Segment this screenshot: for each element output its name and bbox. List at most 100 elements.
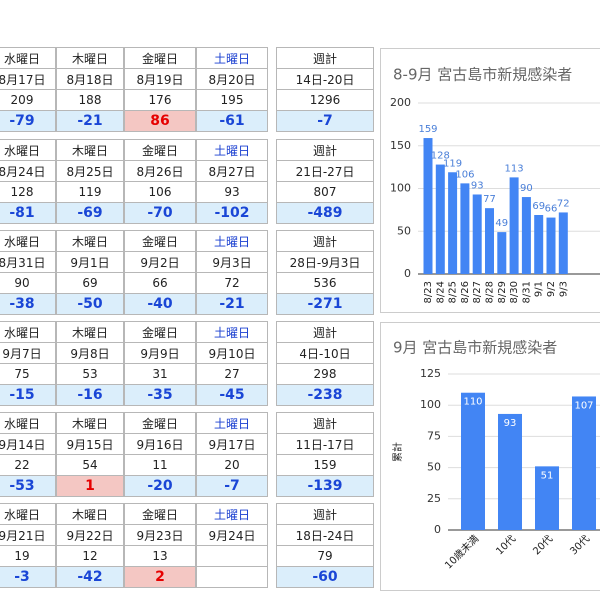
day-header: 金曜日 (124, 503, 196, 525)
diff-cell: -21 (56, 110, 124, 132)
value-label: 128 (431, 151, 450, 162)
date-cell: 8月17日 (0, 68, 56, 90)
diff-cell: 86 (124, 110, 196, 132)
diff-cell: -3 (0, 566, 56, 588)
count-cell: 54 (56, 454, 124, 476)
chart: 8-9月 宮古島市新規感染者 0 50 100 150 200 159 8/23 128 8/24… (390, 66, 600, 303)
day-header: 金曜日 (124, 412, 196, 434)
x-tick-label: 8/25 (448, 281, 459, 303)
diff-cell: -21 (196, 293, 268, 315)
chart-panel (380, 322, 600, 591)
diff-cell: -40 (124, 293, 196, 315)
x-tick-label: 8/31 (521, 281, 532, 303)
x-tick-label: 8/29 (497, 281, 508, 303)
week-diff: -139 (276, 475, 374, 497)
diff-cell: 1 (56, 475, 124, 497)
date-cell: 9月9日 (124, 342, 196, 364)
diff-cell: -15 (0, 384, 56, 406)
bar (435, 164, 445, 274)
bar (423, 138, 433, 274)
value-label: 119 (443, 158, 462, 169)
date-cell: 9月21日 (0, 524, 56, 546)
value-label: 107 (574, 400, 593, 411)
value-label: 49 (495, 218, 508, 229)
diff-cell (196, 566, 268, 588)
chart-title: 9月 宮古島市新規感染者 (393, 339, 557, 357)
value-label: 93 (504, 418, 517, 429)
diff-cell: -50 (56, 293, 124, 315)
date-cell: 9月7日 (0, 342, 56, 364)
day-header: 金曜日 (124, 47, 196, 69)
bar (558, 212, 568, 274)
date-cell: 8月26日 (124, 160, 196, 182)
x-tick-label: 8/26 (460, 281, 471, 303)
value-label: 51 (541, 470, 554, 481)
value-label: 93 (471, 180, 484, 191)
week-diff: -238 (276, 384, 374, 406)
x-tick-label: 8/28 (485, 281, 496, 303)
diff-cell: -38 (0, 293, 56, 315)
week-range: 21日-27日 (276, 160, 374, 182)
week-diff: -7 (276, 110, 374, 132)
day-header: 土曜日 (196, 230, 268, 252)
day-header: 土曜日 (196, 412, 268, 434)
diff-cell: 2 (124, 566, 196, 588)
week-total: 1296 (276, 89, 374, 111)
date-cell: 9月10日 (196, 342, 268, 364)
x-tick-label: 9/2 (546, 281, 557, 297)
count-cell: 53 (56, 363, 124, 385)
bar (546, 217, 556, 274)
bar (498, 413, 522, 530)
bar (472, 194, 482, 274)
x-tick-label: 8/24 (435, 281, 446, 303)
y-tick-label: 50 (427, 461, 441, 474)
x-tick-label: 8/23 (423, 281, 434, 303)
week-diff: -271 (276, 293, 374, 315)
day-header: 水曜日 (0, 321, 56, 343)
week-range: 4日-10日 (276, 342, 374, 364)
count-cell: 188 (56, 89, 124, 111)
bar (521, 197, 531, 274)
x-tick-label: 8/27 (472, 281, 483, 303)
day-header: 土曜日 (196, 321, 268, 343)
day-header: 土曜日 (196, 503, 268, 525)
y-tick-label: 125 (420, 367, 441, 380)
date-cell: 9月24日 (196, 524, 268, 546)
chart-title: 8-9月 宮古島市新規感染者 (393, 66, 572, 84)
diff-cell: -69 (56, 202, 124, 224)
diff-cell: -79 (0, 110, 56, 132)
day-header: 金曜日 (124, 321, 196, 343)
week-range: 18日-24日 (276, 524, 374, 546)
day-header: 木曜日 (56, 230, 124, 252)
value-label: 77 (483, 194, 496, 205)
diff-cell: -42 (56, 566, 124, 588)
day-header: 水曜日 (0, 412, 56, 434)
y-tick-label: 200 (390, 96, 411, 109)
date-cell: 8月25日 (56, 160, 124, 182)
x-tick-label: 9/1 (534, 281, 545, 297)
date-cell: 8月24日 (0, 160, 56, 182)
y-tick-label: 0 (434, 523, 441, 536)
day-header: 金曜日 (124, 139, 196, 161)
x-tick-label: 9/3 (558, 281, 569, 297)
date-cell: 9月8日 (56, 342, 124, 364)
bar (485, 208, 494, 274)
y-tick-label: 100 (390, 182, 411, 195)
day-header: 金曜日 (124, 230, 196, 252)
week-header: 週計 (276, 47, 374, 69)
bar (535, 466, 559, 530)
value-label: 66 (545, 204, 558, 215)
week-range: 14日-20日 (276, 68, 374, 90)
value-label: 72 (557, 198, 570, 209)
bar (534, 215, 544, 274)
day-header: 土曜日 (196, 139, 268, 161)
diff-cell: -70 (124, 202, 196, 224)
week-header: 週計 (276, 321, 374, 343)
y-tick-label: 150 (390, 139, 411, 152)
date-cell: 9月15日 (56, 433, 124, 455)
value-label: 113 (505, 163, 524, 174)
diff-cell: -53 (0, 475, 56, 497)
value-label: 69 (532, 201, 545, 212)
